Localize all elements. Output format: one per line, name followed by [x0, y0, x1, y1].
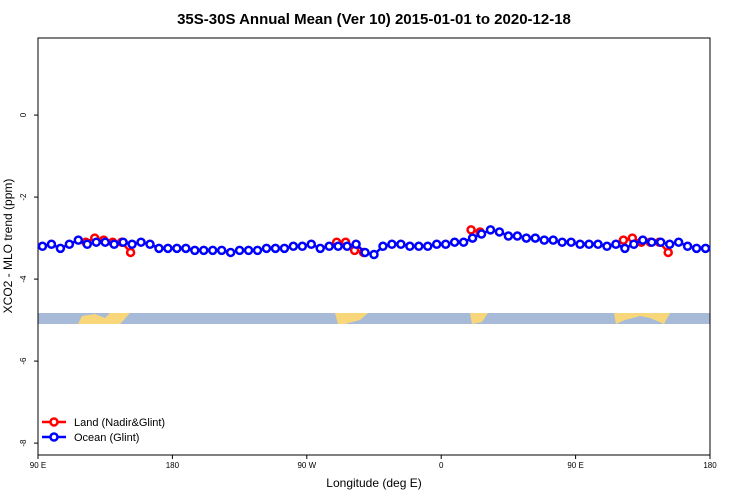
point — [458, 237, 469, 247]
point — [342, 241, 352, 252]
point — [494, 227, 505, 237]
point — [163, 243, 173, 254]
y-tick-label: 0 — [19, 112, 28, 117]
x-tick-label: 0 — [439, 461, 444, 470]
x-tick-label: 180 — [166, 461, 180, 470]
point — [369, 249, 379, 260]
point — [647, 237, 657, 247]
point — [127, 239, 137, 249]
point — [270, 243, 281, 254]
point — [593, 239, 603, 249]
point — [154, 243, 164, 254]
point — [261, 243, 272, 254]
point — [181, 243, 191, 254]
legend-label: Ocean (Glint) — [74, 432, 139, 444]
point — [360, 247, 370, 258]
point — [548, 235, 558, 245]
point — [530, 233, 541, 243]
point — [414, 241, 424, 252]
point — [521, 233, 532, 243]
x-tick-label: 180 — [703, 461, 717, 470]
point — [324, 241, 334, 252]
point — [82, 239, 93, 249]
point — [46, 239, 57, 249]
point — [333, 241, 343, 252]
point — [109, 239, 119, 249]
point — [396, 239, 406, 249]
point — [700, 243, 711, 254]
point — [629, 239, 639, 249]
point — [118, 237, 128, 247]
point — [584, 239, 594, 249]
point — [431, 239, 442, 249]
point — [512, 231, 523, 241]
point — [243, 245, 254, 256]
point — [64, 239, 75, 249]
point — [378, 241, 388, 252]
point — [125, 247, 136, 258]
point — [387, 239, 397, 249]
point — [297, 241, 308, 252]
point — [575, 239, 585, 249]
point — [199, 245, 209, 256]
point — [566, 237, 576, 247]
x-tick-label: 90 E — [567, 461, 583, 470]
point — [476, 229, 487, 239]
point — [136, 237, 146, 247]
point — [682, 241, 693, 252]
point — [557, 237, 567, 247]
point — [405, 241, 415, 252]
point — [620, 243, 630, 254]
point — [100, 237, 110, 247]
point — [655, 237, 666, 247]
point — [638, 235, 648, 245]
point — [467, 233, 478, 243]
point — [279, 243, 290, 254]
point — [55, 243, 66, 254]
y-tick-label: -6 — [19, 357, 28, 365]
legend-label: Land (Nadir&Glint) — [74, 417, 165, 429]
point — [288, 241, 299, 252]
chart-title: 35S-30S Annual Mean (Ver 10) 2015-01-01 … — [177, 11, 571, 28]
point — [306, 239, 317, 249]
point — [618, 235, 629, 245]
point — [423, 241, 433, 252]
point — [225, 247, 236, 258]
point — [190, 245, 200, 256]
point — [663, 247, 673, 258]
land-strip — [38, 313, 710, 324]
y-axis-label: XCO2 - MLO trend (ppm) — [1, 179, 15, 314]
x-axis-label: Longitude (deg E) — [326, 476, 421, 490]
y-tick-label: -4 — [19, 275, 28, 283]
point — [485, 225, 496, 235]
x-tick-label: 90 E — [30, 461, 46, 470]
point — [602, 241, 612, 252]
point — [664, 239, 675, 249]
point — [466, 225, 476, 235]
point — [351, 239, 361, 249]
point — [449, 237, 460, 247]
x-tick-label: 90 W — [297, 461, 316, 470]
point — [503, 231, 514, 241]
point — [691, 243, 702, 254]
point — [37, 241, 48, 252]
y-tick-label: -2 — [19, 193, 28, 201]
point — [539, 235, 549, 245]
point — [440, 239, 451, 249]
point — [315, 243, 325, 254]
legend-marker — [49, 417, 59, 427]
point — [611, 239, 621, 249]
point — [73, 235, 84, 245]
point — [207, 245, 218, 256]
y-tick-label: -8 — [19, 439, 28, 447]
point — [673, 237, 684, 247]
legend-marker — [49, 432, 59, 442]
point — [145, 239, 155, 249]
point — [172, 243, 182, 254]
point — [252, 245, 263, 256]
point — [216, 245, 227, 256]
point — [234, 245, 245, 256]
point — [91, 237, 101, 247]
